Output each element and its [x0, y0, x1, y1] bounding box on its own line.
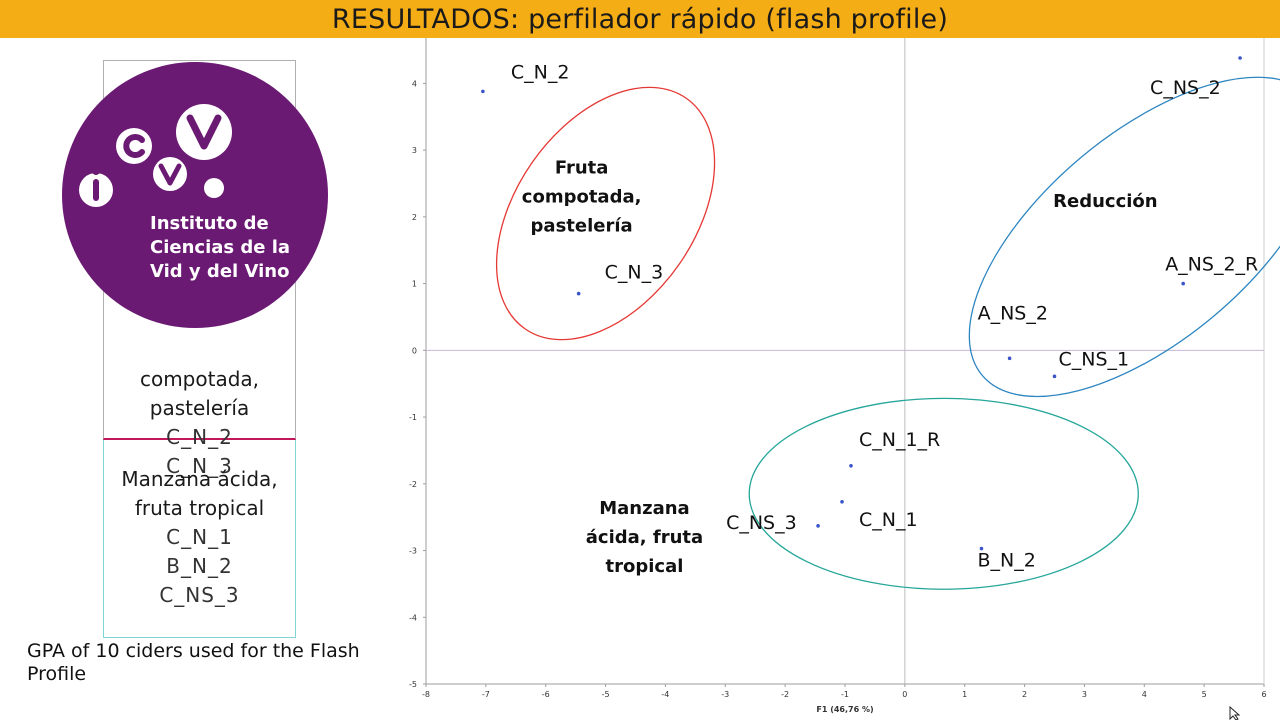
point-label: A_NS_2_R	[1165, 254, 1258, 276]
x-tick-label: 2	[1022, 690, 1027, 699]
gpa-scatter-chart: -8 -7 -6 -5 -4 -3 -2 -1 0 1 2 3 4 5 6 -5 -4 -3 -2 -1 0 1 2 3 4 F1…	[409, 38, 1280, 714]
point-label: C_NS_2	[1150, 77, 1221, 99]
y-tick-label: 0	[412, 346, 417, 355]
legend-group2-id1: C_N_1	[166, 525, 233, 549]
data-point	[1181, 281, 1185, 286]
x-tick-label: 5	[1202, 690, 1207, 699]
group-label-reduccion-line: Reducción	[1053, 191, 1157, 212]
point-label: A_NS_2	[978, 302, 1048, 324]
y-tick-label: 3	[412, 146, 417, 155]
y-tick-label: 2	[412, 213, 417, 222]
x-tick-label: -4	[661, 690, 669, 699]
data-point	[576, 291, 581, 296]
slide-title: RESULTADOS: perfilador rápido (flash pro…	[331, 3, 949, 35]
x-tick-label: -8	[422, 690, 430, 699]
group-label-fruta-compotada-line: compotada,	[522, 186, 642, 207]
ellipse-fruta-compotada	[495, 86, 716, 341]
point-label: C_N_1_R	[859, 429, 940, 451]
x-tick-label: -7	[482, 690, 490, 699]
ellipse-manzana-acida	[748, 397, 1139, 590]
x-tick-label: 3	[1082, 690, 1087, 699]
logo-line-2: Ciencias de la	[150, 237, 291, 258]
y-tick-label: 1	[412, 280, 417, 289]
legend-group2-id2: B_N_2	[166, 554, 233, 578]
logo-text: Instituto de Ciencias de la Vid y del Vi…	[150, 212, 290, 284]
ellipse-reduccion	[968, 76, 1280, 398]
y-tick-label: -1	[409, 413, 417, 422]
x-axis-title: F1 (46,76 %)	[816, 705, 873, 714]
x-tick-label: 0	[902, 690, 907, 699]
group-label-manzana-acida-line: tropical	[606, 556, 684, 577]
data-point	[481, 89, 485, 94]
logo-line-3: Vid y del Vino	[150, 261, 290, 282]
figure-caption: GPA of 10 ciders used for the Flash Prof…	[27, 640, 360, 685]
point-label: C_N_2	[511, 61, 570, 83]
group-label-manzana-acida-line: ácida, fruta	[586, 527, 703, 548]
y-tick-label: -3	[409, 547, 417, 556]
point-label: C_N_3	[605, 262, 664, 284]
mouse-cursor-icon	[1229, 706, 1241, 720]
legend-group2-id3: C_NS_3	[159, 583, 240, 607]
x-tick-label: -6	[542, 690, 550, 699]
y-tick-label: -5	[409, 680, 417, 689]
x-tick-label: 1	[962, 690, 967, 699]
point-label: C_NS_1	[1059, 348, 1130, 370]
y-tick-label: -4	[409, 613, 417, 622]
data-point	[816, 524, 820, 528]
logo-line-1: Instituto de	[150, 213, 269, 234]
legend-group-manzana-acida: Manzana ácida, fruta tropical C_N_1 B_N_…	[103, 440, 296, 638]
icvv-logo	[62, 62, 328, 328]
point-label: B_N_2	[977, 550, 1035, 572]
point-label: C_NS_3	[726, 512, 797, 534]
point-label: C_N_1	[859, 509, 918, 531]
legend-group1-line1: compotada,	[139, 367, 260, 391]
group-label-fruta-compotada-line: Fruta	[555, 157, 609, 178]
data-point	[840, 500, 844, 504]
data-point	[849, 463, 853, 468]
y-tick-label: 4	[412, 79, 417, 88]
legend-group2-line1: Manzana ácida,	[121, 467, 278, 491]
legend-group1-line2: pastelería	[149, 396, 250, 420]
legend-group1-id1: C_N_2	[166, 425, 233, 449]
x-tick-label: -3	[721, 690, 729, 699]
x-tick-label: -2	[781, 690, 789, 699]
x-tick-label: -5	[602, 690, 610, 699]
legend-group2-line2: fruta tropical	[134, 496, 265, 520]
data-point	[979, 546, 984, 551]
group-label-manzana-acida-line: Manzana	[599, 498, 689, 519]
x-tick-label: 6	[1261, 690, 1266, 699]
data-point	[1238, 56, 1242, 60]
slide-title-bar: RESULTADOS: perfilador rápido (flash pro…	[0, 0, 1280, 38]
data-point	[1052, 374, 1057, 379]
data-point	[1007, 356, 1012, 361]
x-tick-label: 4	[1142, 690, 1147, 699]
legend-group1-id2: C_N_3	[166, 454, 233, 478]
x-tick-label: -1	[841, 690, 849, 699]
group-label-fruta-compotada-line: pastelería	[531, 215, 633, 236]
y-tick-label: -2	[409, 480, 417, 489]
